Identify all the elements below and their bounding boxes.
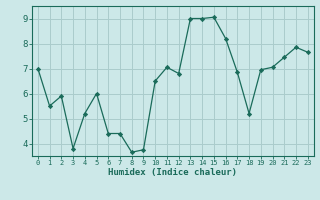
X-axis label: Humidex (Indice chaleur): Humidex (Indice chaleur) — [108, 168, 237, 177]
